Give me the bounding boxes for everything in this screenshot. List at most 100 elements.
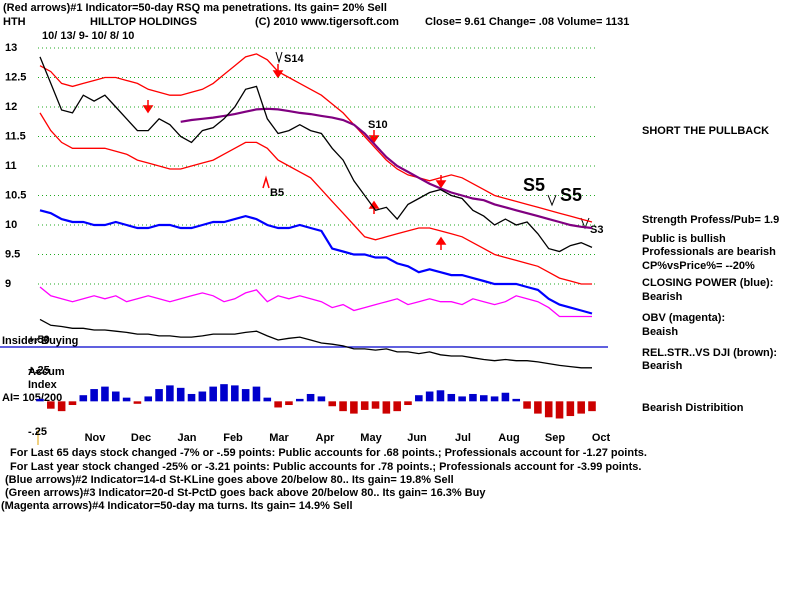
annotation: AI= 105/200: [2, 392, 62, 404]
footer-line: For Last 65 days stock changed -7% or -.…: [10, 447, 647, 459]
annotation: S10: [368, 119, 388, 131]
bar: [544, 401, 553, 418]
series-line: [39, 53, 593, 223]
bar: [404, 401, 412, 406]
bar: [436, 390, 445, 402]
bar: [371, 401, 380, 409]
bar: [447, 393, 456, 402]
footer-line: (Magenta arrows)#4 Indicator=50-day ma t…: [1, 500, 353, 512]
bar: [523, 401, 531, 409]
series-line: [180, 107, 593, 230]
bar: [68, 401, 77, 406]
bar: [252, 386, 261, 402]
annotation: Insider Buying: [2, 335, 78, 347]
note: Beaish: [642, 326, 678, 338]
bar: [101, 386, 109, 402]
x-tick-label: Feb: [223, 432, 243, 444]
bar: [328, 401, 337, 407]
note: Professionals are bearish: [642, 246, 776, 258]
note: SHORT THE PULLBACK: [642, 125, 769, 137]
bar: [122, 397, 131, 402]
y-tick-label: 9.5: [5, 248, 20, 260]
y-tick-label: 10.5: [5, 189, 26, 201]
bar: [458, 396, 466, 402]
bar: [187, 393, 196, 402]
bar: [47, 401, 55, 409]
x-tick-label: Jul: [455, 432, 471, 444]
note: REL.STR..VS DJI (brown):: [642, 347, 777, 359]
series-line: [39, 56, 593, 253]
annotation: B5: [270, 187, 284, 199]
annotation: S5: [523, 175, 545, 195]
bar: [274, 401, 282, 408]
note: CP%vsPrice%= --20%: [642, 260, 755, 272]
bar: [144, 396, 153, 402]
bar: [57, 401, 66, 412]
bar: [285, 401, 293, 406]
bar: [360, 401, 369, 410]
bar: [393, 401, 401, 412]
y-tick-label: 11.5: [5, 130, 26, 142]
x-tick-label: Jun: [407, 432, 427, 444]
copyright: (C) 2010 www.tigersoft.com: [255, 16, 399, 28]
bar: [79, 395, 88, 402]
footer-line: (Blue arrows)#2 Indicator=14-d St-KLine …: [5, 474, 454, 486]
bar: [339, 401, 347, 412]
bar: [198, 391, 207, 402]
bar: [36, 398, 44, 402]
bar: [512, 398, 521, 402]
bar: [209, 386, 217, 402]
symbol: HTH: [3, 16, 26, 28]
footer-line: (Green arrows)#3 Indicator=20-d St-PctD …: [5, 487, 486, 499]
note: CLOSING POWER (blue):: [642, 277, 773, 289]
annotation: Accum: [28, 366, 65, 378]
note: OBV (magenta):: [642, 312, 725, 324]
bar: [479, 395, 488, 402]
bar: [155, 389, 163, 402]
series-line: [39, 318, 592, 369]
bar: [176, 387, 185, 402]
x-tick-label: Jan: [178, 432, 197, 444]
x-tick-label: Apr: [316, 432, 336, 444]
y-tick-label: 13: [5, 42, 17, 54]
bar: [501, 392, 510, 402]
note: Strength Profess/Pub= 1.9: [642, 214, 779, 226]
bar: [425, 391, 434, 402]
bar: [490, 396, 499, 402]
x-tick-label: Oct: [592, 432, 611, 444]
indicator-line: (Red arrows)#1 Indicator=50-day RSQ ma p…: [3, 2, 387, 14]
x-tick-label: Sep: [545, 432, 565, 444]
bar: [111, 391, 120, 402]
bar: [231, 385, 239, 402]
bar: [588, 401, 596, 412]
bar: [555, 401, 564, 419]
date-range: 10/ 13/ 9- 10/ 8/ 10: [42, 30, 134, 42]
bar: [350, 401, 358, 414]
quote: Close= 9.61 Change= .08 Volume= 1131: [425, 16, 629, 28]
bar: [382, 401, 391, 414]
annotation: S5: [560, 185, 582, 205]
bar: [220, 384, 228, 402]
annotation: Index: [28, 379, 58, 391]
series-line: [39, 286, 592, 318]
x-tick-label: Mar: [269, 432, 289, 444]
x-tick-label: Nov: [85, 432, 107, 444]
annotation: S14: [284, 53, 304, 65]
bar: [469, 393, 477, 402]
bar: [90, 389, 98, 402]
note: Public is bullish: [642, 233, 726, 245]
bar: [577, 401, 585, 414]
y-tick-label: 12.5: [5, 71, 26, 83]
company: HILLTOP HOLDINGS: [90, 16, 197, 28]
y-tick-label: 12: [5, 101, 17, 113]
bar: [534, 401, 542, 414]
bar: [415, 395, 423, 402]
y-tick-label: 9: [5, 278, 11, 290]
x-tick-label: Dec: [131, 432, 151, 444]
bar: [241, 389, 250, 402]
footer-line: For Last year stock changed -25% or -3.2…: [10, 461, 641, 473]
y-tick-label: 11: [5, 160, 17, 172]
bar: [566, 401, 575, 417]
x-tick-label: May: [360, 432, 382, 444]
